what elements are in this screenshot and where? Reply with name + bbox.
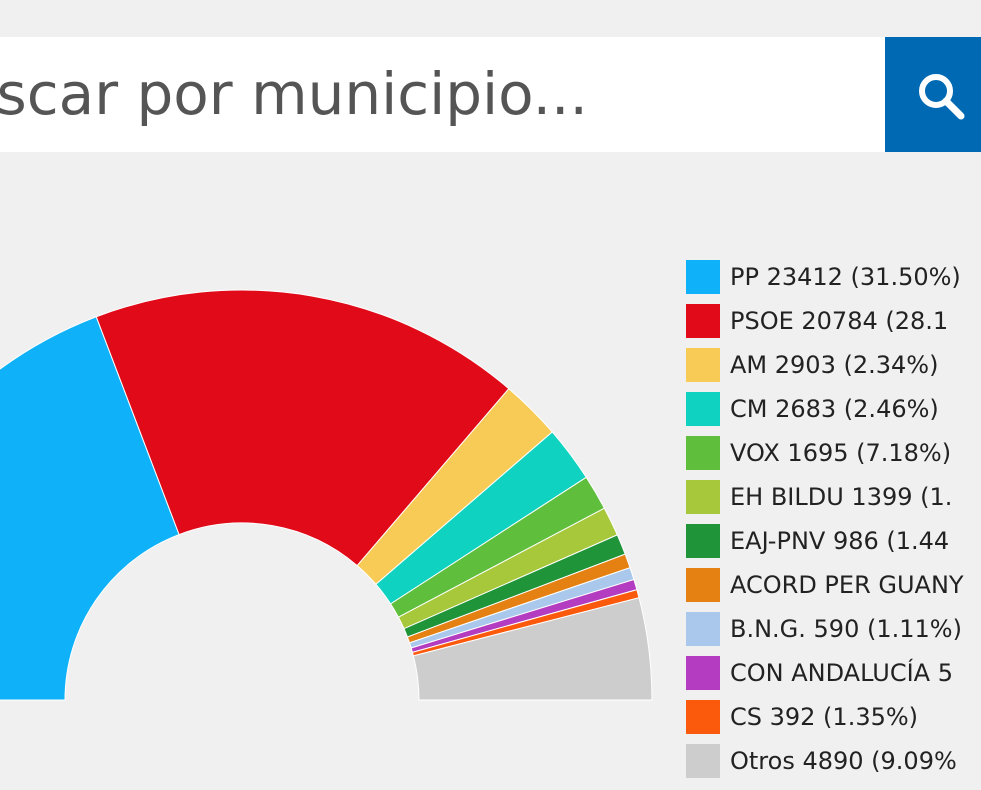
legend-label: PSOE 20784 (28.1 xyxy=(730,307,949,335)
legend-label: PP 23412 (31.50%) xyxy=(730,263,961,291)
legend-label: CON ANDALUCÍA 5 xyxy=(730,659,953,687)
legend-swatch xyxy=(686,524,720,558)
chart-slice-psoe[interactable] xyxy=(95,289,510,567)
legend-swatch xyxy=(686,348,720,382)
legend-item[interactable]: EH BILDU 1399 (1. xyxy=(686,475,981,519)
legend-label: CS 392 (1.35%) xyxy=(730,703,919,731)
legend-swatch xyxy=(686,436,720,470)
legend-item[interactable]: VOX 1695 (7.18%) xyxy=(686,431,981,475)
legend-item[interactable]: CON ANDALUCÍA 5 xyxy=(686,651,981,695)
legend-item[interactable]: EAJ-PNV 986 (1.44 xyxy=(686,519,981,563)
chart-slice-otros[interactable] xyxy=(412,597,653,701)
search-button[interactable] xyxy=(885,37,981,152)
legend-label: EH BILDU 1399 (1. xyxy=(730,483,953,511)
legend-label: AM 2903 (2.34%) xyxy=(730,351,939,379)
legend-swatch xyxy=(686,392,720,426)
legend-swatch xyxy=(686,612,720,646)
legend-label: CM 2683 (2.46%) xyxy=(730,395,939,423)
search-icon xyxy=(919,74,965,120)
legend-label: VOX 1695 (7.18%) xyxy=(730,439,952,467)
search-input[interactable] xyxy=(0,37,880,152)
legend-swatch xyxy=(686,568,720,602)
legend-label: EAJ-PNV 986 (1.44 xyxy=(730,527,950,555)
legend-swatch xyxy=(686,656,720,690)
legend-label: ACORD PER GUANY xyxy=(730,571,964,599)
legend-item[interactable]: CS 392 (1.35%) xyxy=(686,695,981,739)
legend-item[interactable]: ACORD PER GUANY xyxy=(686,563,981,607)
chart-legend: PP 23412 (31.50%) PSOE 20784 (28.1 AM 2903… xyxy=(686,255,981,783)
legend-swatch xyxy=(686,700,720,734)
search-bar xyxy=(0,37,885,152)
legend-swatch xyxy=(686,304,720,338)
legend-swatch xyxy=(686,480,720,514)
legend-swatch xyxy=(686,260,720,294)
legend-item[interactable]: CM 2683 (2.46%) xyxy=(686,387,981,431)
legend-item[interactable]: B.N.G. 590 (1.11%) xyxy=(686,607,981,651)
legend-item[interactable]: Otros 4890 (9.09% xyxy=(686,739,981,783)
legend-item[interactable]: PP 23412 (31.50%) xyxy=(686,255,981,299)
legend-item[interactable]: PSOE 20784 (28.1 xyxy=(686,299,981,343)
legend-swatch xyxy=(686,744,720,778)
legend-label: B.N.G. 590 (1.11%) xyxy=(730,615,962,643)
legend-item[interactable]: AM 2903 (2.34%) xyxy=(686,343,981,387)
legend-label: Otros 4890 (9.09% xyxy=(730,747,957,775)
chart-slice-pp[interactable] xyxy=(0,316,180,701)
